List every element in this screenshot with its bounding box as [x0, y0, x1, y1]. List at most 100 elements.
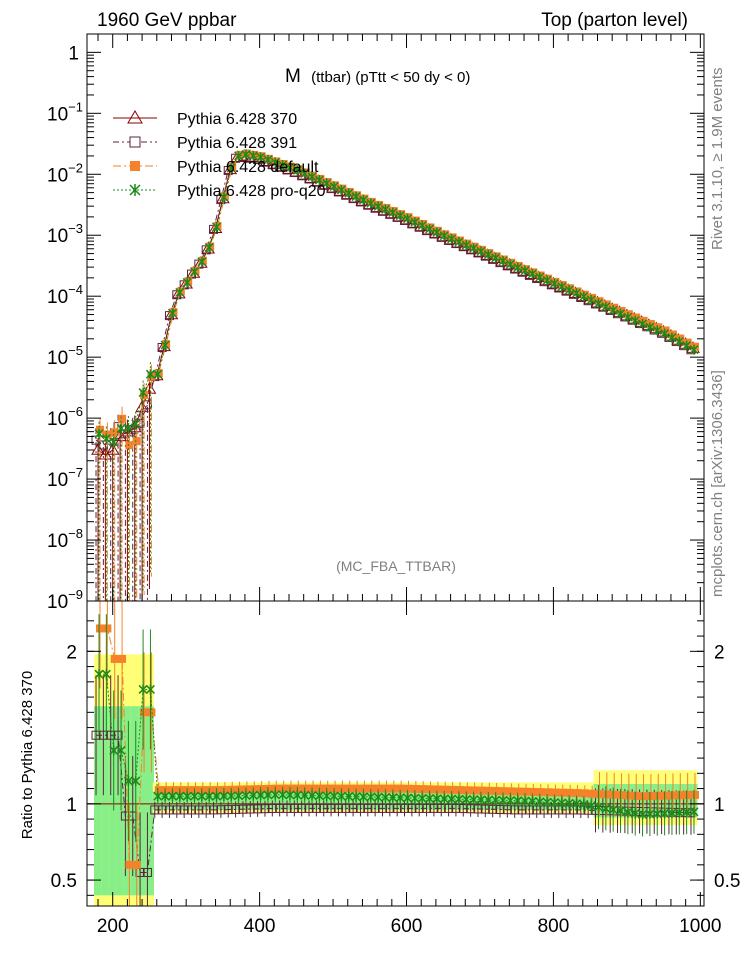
ratio-marker-filled-square [338, 784, 347, 793]
ratio-marker-filled-square [110, 654, 119, 663]
legend-marker-triangle [127, 110, 143, 124]
marker-star [373, 201, 383, 212]
ratio-marker-filled-square [492, 787, 501, 796]
ratio-marker-star [439, 793, 449, 804]
ratio-marker-open-square [532, 805, 542, 815]
ratio-marker-star [652, 808, 662, 819]
ratio-band-green [292, 791, 301, 810]
marker-star [402, 213, 413, 224]
marker-star [366, 198, 376, 209]
ratio-marker-filled-square [382, 784, 391, 793]
ratio-marker-filled-square [639, 792, 648, 801]
ratio-marker-filled-square [426, 785, 435, 794]
legend-label: Pythia 6.428 370 [177, 111, 297, 128]
ratio-marker-filled-square [345, 784, 354, 793]
ratio-marker-star [314, 790, 324, 801]
marker-filled-square [617, 306, 626, 315]
ratio-marker-star [564, 798, 574, 809]
marker-star [608, 305, 618, 316]
plot-title-main: M [285, 66, 301, 87]
ratio-marker-filled-square [690, 790, 699, 799]
ratio-marker-star [234, 790, 244, 801]
marker-star [336, 184, 346, 195]
marker-filled-square [639, 316, 648, 325]
marker-star [94, 428, 104, 439]
ratio-marker-open-square [510, 805, 520, 815]
ratio-marker-star [344, 791, 354, 802]
ratio-marker-filled-square [595, 790, 604, 799]
marker-star [505, 259, 515, 270]
ratio-marker-filled-square [463, 786, 472, 795]
ratio-marker-star [586, 800, 596, 811]
marker-star [417, 220, 427, 231]
ratio-marker-open-square [326, 803, 336, 813]
axes: 1 10−1 10−2 10−3 10−4 10−5 10−6 10−7 10−8 10−9 2 2 1… [47, 33, 740, 937]
marker-star [241, 149, 251, 160]
marker-filled-square [110, 428, 119, 437]
ratio-marker-open-square [245, 804, 255, 814]
marker-star [469, 243, 479, 254]
series-line-3 [98, 153, 695, 443]
ratio-marker-filled-square [132, 860, 141, 869]
marker-star [498, 256, 508, 267]
ratio-marker-star [351, 791, 361, 802]
ratio-marker-star [557, 797, 567, 808]
marker-star [322, 178, 332, 189]
marker-star [248, 150, 258, 161]
marker-star [234, 150, 244, 161]
ratio-marker-filled-square [566, 788, 575, 797]
ratio-marker-star [660, 808, 670, 819]
ratio-marker-star [160, 791, 170, 802]
analysis-label: (MC_FBA_TTBAR) [336, 558, 456, 574]
ratio-marker-filled-square [176, 786, 185, 795]
marker-star [557, 281, 567, 292]
ratio-marker-star [520, 796, 530, 807]
ratio-marker-open-square [253, 804, 263, 814]
ratio-marker-open-square [385, 803, 395, 813]
ratio-marker-filled-square [169, 786, 178, 795]
main-series [91, 148, 700, 601]
ratio-marker-filled-square [544, 788, 553, 797]
ratio-marker-star [425, 793, 435, 804]
ratio-ylabel: Ratio to Pythia 6.428 370 [19, 671, 36, 839]
ratio-marker-star [329, 791, 339, 802]
ratio-band-green [622, 784, 632, 818]
marker-star [447, 233, 457, 244]
ratio-marker-filled-square [242, 785, 251, 794]
ratio-marker-open-square [164, 805, 174, 815]
marker-star [138, 387, 148, 398]
marker-star [476, 246, 486, 257]
legend-marker-open-square [129, 136, 141, 148]
marker-filled-square [683, 338, 692, 347]
ratio-marker-filled-square [198, 786, 207, 795]
ratio-marker-filled-square [514, 787, 523, 796]
ratio-marker-open-square [524, 805, 534, 815]
ratio-band-green [94, 706, 103, 896]
ratio-marker-filled-square [235, 785, 244, 794]
ratio-marker-star [461, 794, 471, 805]
ratio-marker-star [256, 790, 266, 801]
ratio-marker-open-square [348, 803, 358, 813]
ratio-marker-filled-square [228, 785, 237, 794]
ratio-marker-open-square [444, 803, 454, 813]
marker-triangle [135, 400, 149, 413]
ratio-marker-filled-square [286, 784, 295, 793]
ratio-marker-star [593, 801, 604, 812]
marker-star [329, 181, 339, 192]
marker-star [189, 266, 200, 277]
marker-star [109, 437, 119, 448]
ratio-marker-filled-square [397, 784, 406, 793]
marker-star [564, 284, 574, 295]
ratio-marker-open-square [414, 803, 424, 813]
ratio-marker-filled-square [154, 786, 163, 795]
marker-star [256, 152, 266, 163]
marker-star [439, 230, 449, 241]
ratio-marker-star [417, 793, 427, 804]
mcplots-label: mcplots.cern.ch [arXiv:1306.3436] [709, 370, 726, 597]
ratio-marker-open-square [422, 803, 432, 813]
ratio-marker-open-square [150, 805, 160, 815]
ratio-marker-star [410, 793, 420, 804]
ratio-marker-star [682, 807, 692, 818]
ratio-marker-open-square [91, 730, 101, 740]
ratio-y-tick-label: 2 [66, 642, 77, 663]
